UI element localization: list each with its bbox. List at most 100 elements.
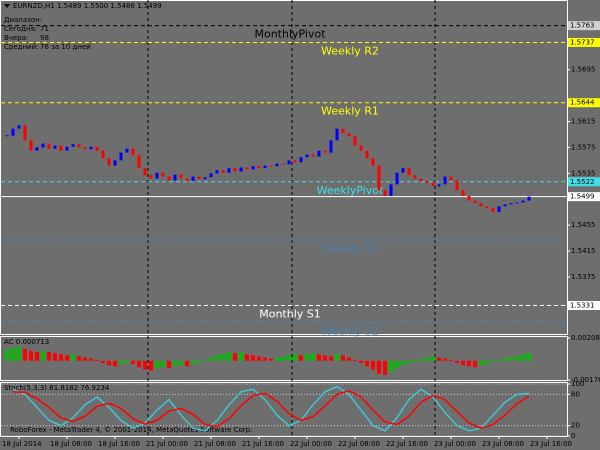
- candle: [59, 145, 63, 151]
- ac-bar: [443, 358, 447, 361]
- candle: [245, 167, 249, 170]
- candle: [479, 203, 483, 207]
- candle: [89, 146, 93, 150]
- ac-bar: [227, 352, 231, 361]
- price-box: [568, 98, 600, 108]
- candle: [455, 180, 459, 191]
- candle: [275, 163, 279, 167]
- candle: [443, 176, 447, 185]
- candle: [287, 160, 291, 165]
- ac-bar: [365, 360, 369, 367]
- candle: [317, 150, 321, 157]
- candle: [233, 168, 237, 172]
- candle: [299, 157, 303, 163]
- candle: [521, 200, 525, 203]
- ac-bar: [413, 360, 417, 362]
- x-tick-label: 18 Jul 08:00: [50, 440, 92, 448]
- candle: [23, 125, 27, 141]
- info-value: 98: [40, 34, 49, 42]
- ac-bar: [23, 348, 27, 361]
- candle: [473, 200, 477, 204]
- ac-bar: [335, 354, 339, 361]
- candle: [323, 150, 327, 153]
- candle: [503, 204, 507, 207]
- ac-bar: [503, 358, 507, 361]
- ac-bar: [497, 359, 501, 361]
- y-tick-label: 80: [571, 390, 580, 398]
- y-tick-label: 1.5695: [571, 66, 596, 74]
- candle: [65, 146, 69, 151]
- candle: [113, 160, 117, 166]
- candle: [515, 202, 519, 204]
- candle: [35, 147, 39, 151]
- y-tick-label: 1.5535: [571, 169, 596, 177]
- ac-bar: [5, 349, 9, 361]
- main-frame: [0, 0, 568, 335]
- ac-bar: [371, 360, 375, 370]
- level-label: Weekly R1: [321, 105, 379, 118]
- ac-bar: [53, 353, 57, 361]
- ac-bar: [71, 354, 75, 361]
- candle: [305, 154, 309, 158]
- info-value: 71: [40, 25, 49, 33]
- x-tick-label: 23 Jul 16:00: [530, 440, 572, 448]
- y-tick-label: 100: [571, 380, 584, 388]
- ac-bar: [107, 360, 111, 366]
- price-box-label: 1.5499: [570, 193, 595, 201]
- candle: [131, 148, 135, 156]
- level-label: Weekly S2: [321, 324, 378, 337]
- price-box-label: 1.5763: [570, 22, 595, 30]
- y-tick-label: 0.002083: [571, 334, 600, 342]
- ac-bar: [281, 356, 285, 361]
- ac-bar: [407, 360, 411, 365]
- ac-bar: [215, 355, 219, 361]
- level-label: Monthly S1: [259, 307, 321, 320]
- ac-bar: [377, 360, 381, 374]
- candle: [137, 155, 141, 169]
- candle: [341, 128, 345, 134]
- symbol-menu-icon[interactable]: [4, 4, 10, 8]
- candle: [383, 190, 387, 197]
- candle: [335, 128, 339, 141]
- ac-bar: [47, 352, 51, 361]
- candle: [359, 145, 363, 151]
- candle: [467, 196, 471, 201]
- x-tick-label: 21 Jul 08:00: [194, 440, 236, 448]
- candle: [83, 147, 87, 150]
- x-tick-label: 22 Jul 16:00: [386, 440, 428, 448]
- candle: [95, 146, 99, 151]
- ac-bar: [161, 360, 165, 368]
- candle: [251, 166, 255, 170]
- y-tick-label: 1.5415: [571, 247, 596, 255]
- y-tick-label: -0.00176: [571, 376, 600, 384]
- candle: [161, 172, 165, 177]
- candle: [413, 175, 417, 179]
- ac-bar: [137, 360, 141, 368]
- ac-bar: [425, 357, 429, 361]
- ac-bar: [473, 360, 477, 368]
- candle: [17, 125, 21, 129]
- ac-frame: [0, 336, 568, 381]
- info-value: 76 за 10 дней: [40, 43, 91, 51]
- ac-bar: [167, 360, 171, 369]
- candle: [239, 167, 243, 172]
- ac-bar: [65, 355, 69, 361]
- candle: [209, 173, 213, 178]
- candle: [353, 136, 357, 146]
- x-tick-label: 21 Jul 16:00: [242, 440, 284, 448]
- price-box-label: 1.5522: [570, 178, 595, 186]
- candle: [419, 178, 423, 182]
- ac-bar: [17, 346, 21, 361]
- price-box-label: 1.5737: [570, 38, 595, 46]
- ac-bar: [527, 353, 531, 361]
- candle: [527, 196, 531, 201]
- candle: [119, 152, 123, 161]
- ac-bar: [41, 350, 45, 361]
- candle: [509, 203, 513, 205]
- ac-bar: [347, 357, 351, 361]
- ac-bar: [149, 360, 153, 371]
- ac-bar: [449, 359, 453, 361]
- ac-bar: [203, 359, 207, 361]
- ac-bar: [341, 355, 345, 361]
